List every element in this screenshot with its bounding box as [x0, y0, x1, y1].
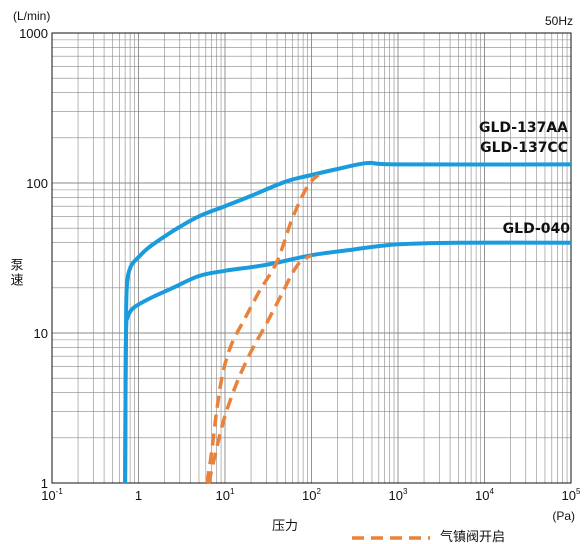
x-unit: (Pa) — [552, 509, 575, 523]
x-tick-label: 102 — [302, 487, 321, 503]
pump-curve-1 — [123, 240, 572, 484]
series-label-gld-137aa: GLD-137AA — [479, 120, 568, 136]
y-tick-label: 1 — [41, 476, 48, 491]
x-tick-label: 1 — [135, 488, 142, 503]
series-label-gld-137cc: GLD-137CC — [480, 140, 568, 156]
gas-ballast-curve-2 — [205, 173, 320, 484]
x-tick-label: 103 — [389, 487, 408, 503]
x-tick-label: 104 — [475, 487, 494, 503]
y-axis-title: 泵速 — [8, 258, 24, 288]
x-tick-label: 105 — [562, 487, 581, 503]
frequency-label: 50Hz — [545, 14, 573, 28]
x-tick-label: 10-1 — [41, 487, 63, 503]
series-lines — [123, 160, 572, 484]
x-tick-label: 101 — [216, 487, 235, 503]
y-tick-label: 1000 — [19, 26, 48, 41]
x-tick-labels: 10-1 1 101 102 103 104 105 — [41, 487, 581, 503]
legend-label: 气镇阀开启 — [440, 529, 505, 544]
grid — [51, 33, 571, 484]
x-axis-title: 压力 — [272, 519, 298, 534]
y-unit: (L/min) — [13, 9, 50, 23]
y-tick-label: 100 — [26, 176, 48, 191]
gas-ballast-curve-3 — [207, 253, 313, 484]
pump-curve-0 — [123, 160, 572, 484]
series-label-gld-040: GLD-040 — [503, 221, 571, 237]
y-tick-label: 10 — [34, 326, 48, 341]
plot-frame — [51, 32, 572, 484]
y-tick-labels: 1 10 100 1000 — [19, 26, 48, 491]
